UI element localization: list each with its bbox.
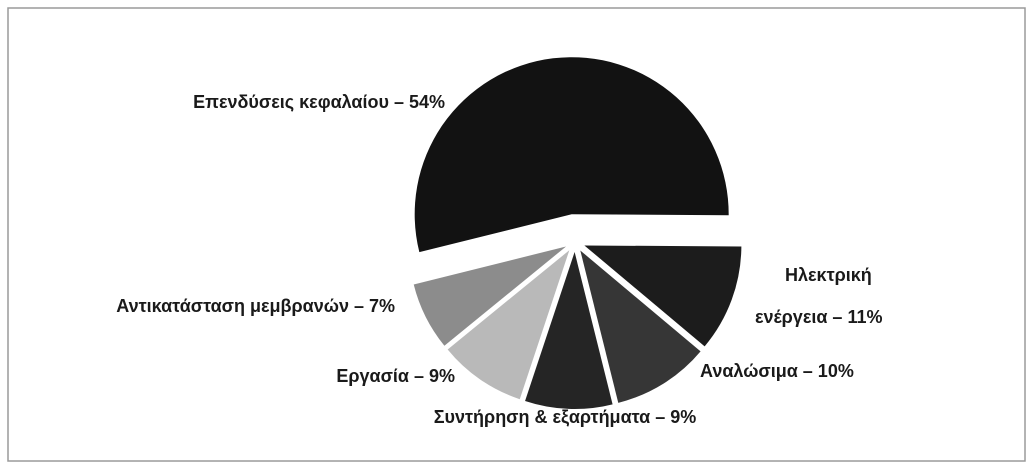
- slice-label: Επενδύσεις κεφαλαίου – 54%: [193, 92, 445, 112]
- slice-label: Εργασία – 9%: [336, 366, 455, 386]
- slice-label: Συντήρηση & εξαρτήματα – 9%: [434, 407, 697, 428]
- slice-label: Αναλώσιμα – 10%: [700, 361, 854, 381]
- pie-slice: [447, 250, 570, 400]
- pie-slice: [525, 251, 613, 409]
- pie-slice: [413, 246, 567, 346]
- slice-label: Αντικατάσταση μεμβρανών – 7%: [116, 296, 395, 316]
- pie-slice: [414, 57, 729, 253]
- pie-slice: [580, 250, 701, 403]
- pie-slice: [584, 245, 742, 347]
- slice-label: Ηλεκτρική ενέργεια – 11%: [755, 265, 882, 327]
